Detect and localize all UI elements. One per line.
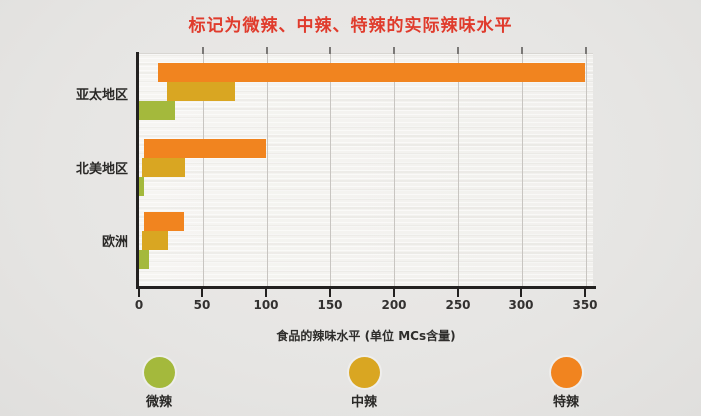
top-tick-350 <box>585 47 587 54</box>
x-tick-300 <box>520 289 522 297</box>
legend-dot-mild-icon <box>143 357 175 388</box>
x-tick-label-50: 50 <box>193 298 211 312</box>
x-axis-line <box>136 286 596 289</box>
chart-title: 标记为微辣、中辣、特辣的实际辣味水平 <box>188 16 513 36</box>
top-tick-250 <box>457 47 459 54</box>
legend-label-extra: 特辣 <box>552 395 579 410</box>
x-tick-200 <box>393 289 395 297</box>
x-tick-label-0: 0 <box>134 298 144 312</box>
bar-north-america-medium-spicy <box>142 158 185 177</box>
bar-asia-pacific-extra-spicy <box>158 63 585 82</box>
bar-europe-mild-spicy <box>139 250 149 269</box>
bar-europe-extra-spicy <box>144 212 184 231</box>
plot-area <box>139 47 593 287</box>
bar-asia-pacific-medium-spicy <box>167 82 235 101</box>
top-tick-150 <box>329 47 331 54</box>
top-tick-50 <box>202 47 204 54</box>
y-axis-label-asia-pacific: 亚太地区 <box>75 88 128 103</box>
x-tick-label-100: 100 <box>253 298 279 312</box>
x-tick-label-350: 350 <box>572 298 598 312</box>
top-tick-200 <box>393 47 395 54</box>
y-axis-label-north-america: 北美地区 <box>75 162 128 177</box>
x-tick-0 <box>138 289 140 297</box>
y-axis-line <box>136 52 139 289</box>
bar-asia-pacific-mild-spicy <box>139 101 175 120</box>
gridline-350 <box>586 54 587 287</box>
x-tick-250 <box>457 289 459 297</box>
x-tick-100 <box>265 289 267 297</box>
legend-label-medium: 中辣 <box>350 395 377 410</box>
legend-dot-medium-icon <box>348 357 380 388</box>
gridline-150 <box>330 54 331 287</box>
x-tick-label-250: 250 <box>445 298 471 312</box>
gridline-300 <box>522 54 523 287</box>
x-tick-350 <box>584 289 586 297</box>
bar-north-america-extra-spicy <box>144 139 266 158</box>
legend-label-mild: 微辣 <box>145 395 172 410</box>
top-tick-300 <box>521 47 523 54</box>
gridline-100 <box>267 54 268 287</box>
bar-europe-medium-spicy <box>142 231 168 250</box>
x-tick-label-300: 300 <box>508 298 534 312</box>
top-tick-100 <box>266 47 268 54</box>
gridline-200 <box>394 54 395 287</box>
x-tick-label-150: 150 <box>317 298 343 312</box>
gridline-250 <box>458 54 459 287</box>
x-tick-label-200: 200 <box>381 298 407 312</box>
bar-north-america-mild-spicy <box>139 177 144 196</box>
x-axis-title: 食品的辣味水平 (单位 MCs含量) <box>276 329 456 343</box>
legend-dot-extra-icon <box>550 357 582 388</box>
y-axis-label-europe: 欧洲 <box>101 235 128 250</box>
x-tick-50 <box>201 289 203 297</box>
gridline-50 <box>203 54 204 287</box>
x-tick-150 <box>329 289 331 297</box>
